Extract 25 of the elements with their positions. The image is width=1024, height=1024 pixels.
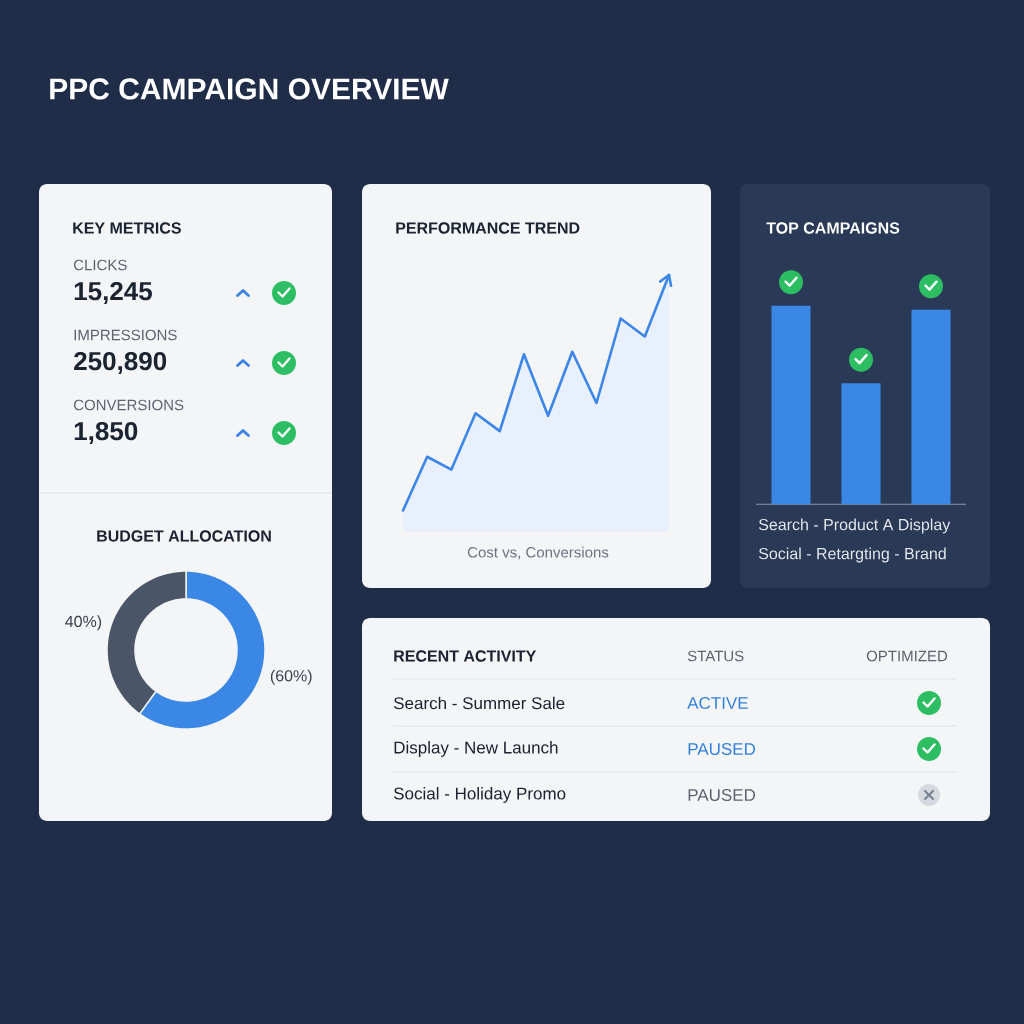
text: ACTIVE (687, 696, 748, 710)
data-label: (60%) (270, 669, 312, 685)
text: OPTIMIZED (866, 650, 948, 662)
x-axis-title: Cost vs, Conversions (467, 546, 609, 560)
category-label: CLICKS (73, 259, 127, 271)
text: PPC CAMPAIGN OVERVIEW (50, 78, 449, 100)
text: RECENT ACTIVITY (394, 650, 537, 662)
text: Social - Retargting - Brand (758, 547, 946, 563)
text: 1,850 (74, 421, 138, 445)
text: 15,245 (74, 281, 152, 305)
category-label: IMPRESSIONS (74, 329, 177, 341)
chart-title: TOP CAMPAIGNS (766, 222, 900, 234)
category-label: Search - Summer Sale (393, 696, 565, 710)
text: STATUS (687, 650, 744, 662)
category-label: Social - Holiday Promo (393, 787, 566, 803)
chart-title: BUDGET ALLOCATION (97, 530, 271, 542)
text: 250,890 (74, 351, 167, 375)
text: KEY METRICS (73, 222, 181, 234)
text: PAUSED (688, 742, 756, 756)
category-label: Display - New Launch (394, 741, 558, 757)
category-label: CONVERSIONS (73, 399, 184, 411)
data-label: 40%) (65, 615, 102, 631)
text: PAUSED (688, 788, 756, 802)
text: Search - Product A Display (758, 518, 951, 534)
chart-title: PERFORMANCE TREND (396, 222, 580, 234)
